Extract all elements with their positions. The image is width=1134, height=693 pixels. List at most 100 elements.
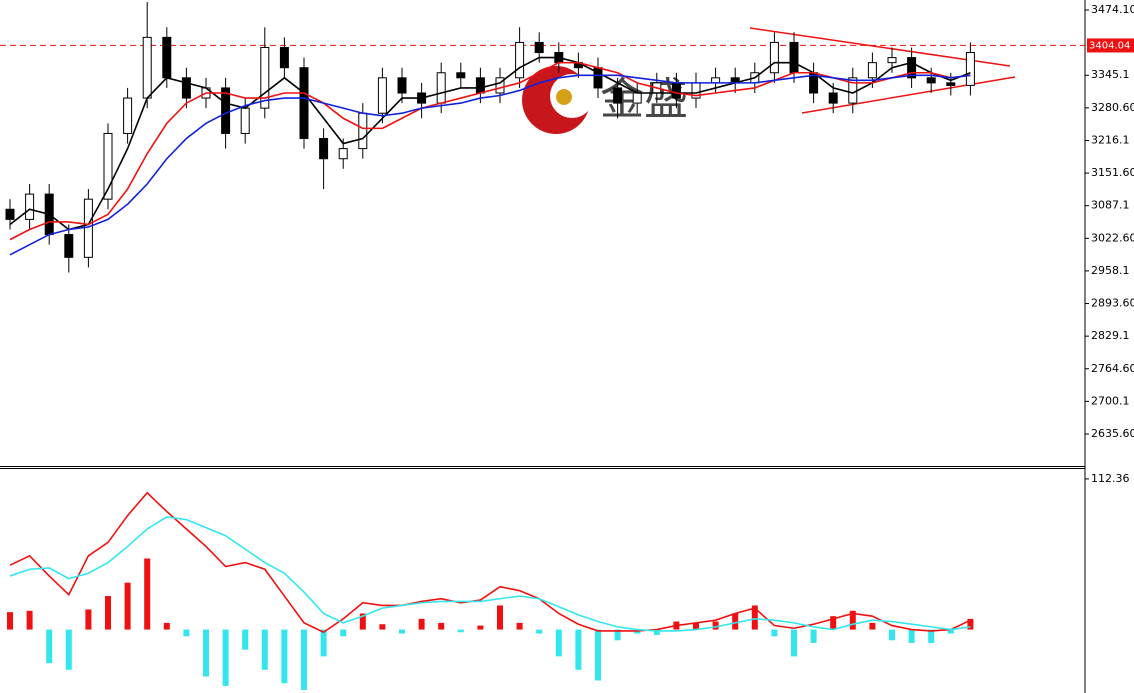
- candle-body: [456, 72, 466, 79]
- candle-body: [142, 36, 152, 99]
- candle-body: [965, 52, 975, 86]
- candle-body: [632, 92, 642, 104]
- y-tick-label: 3087.1: [1091, 199, 1130, 212]
- histogram-bar: [144, 558, 151, 630]
- y-tick-label: 2893.60: [1091, 297, 1134, 310]
- histogram-bar: [261, 629, 268, 670]
- histogram-bar: [536, 629, 543, 634]
- histogram-bar: [967, 618, 974, 630]
- histogram-bar: [928, 629, 935, 643]
- histogram-bar: [26, 610, 33, 630]
- y-tick-label: 2764.60: [1091, 362, 1134, 375]
- candle-body: [946, 82, 956, 86]
- histogram-bar: [320, 629, 327, 657]
- candle-body: [319, 137, 329, 160]
- histogram-bar: [222, 629, 229, 686]
- histogram-bar: [340, 629, 347, 637]
- histogram-bar: [771, 629, 778, 637]
- histogram-bar: [124, 582, 131, 630]
- candle-body: [495, 77, 505, 94]
- line-series: [9, 61, 971, 241]
- histogram-bar: [595, 629, 601, 681]
- line-series: [9, 56, 971, 231]
- candle-body: [299, 67, 309, 139]
- histogram-bar: [947, 629, 954, 634]
- candle-body: [260, 46, 270, 109]
- candle-body: [83, 198, 93, 258]
- candle-body: [162, 36, 172, 79]
- y-tick-label: 2635.60: [1091, 427, 1134, 440]
- histogram-bar: [46, 629, 53, 664]
- histogram-bar: [399, 629, 405, 634]
- histogram-bar: [555, 629, 562, 657]
- trendline: [801, 76, 1016, 114]
- histogram-bar: [7, 612, 13, 630]
- candle-body: [475, 77, 485, 94]
- histogram-bar: [359, 613, 366, 630]
- histogram-bar: [105, 596, 111, 630]
- y-tick-label: 3216.1: [1091, 133, 1130, 146]
- candle-body: [769, 41, 779, 74]
- candle-body: [358, 112, 368, 150]
- histogram-bar: [497, 605, 503, 630]
- line-series: [9, 491, 971, 634]
- candle-body: [926, 77, 936, 84]
- candle-body: [397, 77, 407, 94]
- histogram-bar: [281, 629, 288, 684]
- histogram-bar: [418, 618, 425, 630]
- candle-body: [907, 57, 917, 79]
- histogram-bar: [438, 622, 445, 630]
- y-tick-label: 3474.10: [1091, 3, 1134, 16]
- y-tick-label: 2700.1: [1091, 394, 1130, 407]
- y-tick-label: 3280.60: [1091, 101, 1134, 114]
- histogram-bar: [810, 629, 817, 643]
- candle-body: [123, 97, 133, 134]
- candle-body: [613, 87, 623, 104]
- y-tick-label: 112.36: [1091, 472, 1130, 485]
- candle-body: [515, 41, 525, 79]
- histogram-bar: [614, 629, 621, 641]
- histogram-bar: [889, 629, 895, 641]
- logo-dot: [556, 89, 572, 105]
- histogram-bar: [457, 629, 464, 633]
- histogram-bar: [85, 609, 92, 630]
- candle-body: [338, 148, 348, 160]
- candle-body: [103, 132, 113, 200]
- candle-body: [181, 77, 191, 99]
- candle-body: [789, 41, 799, 74]
- y-tick-label: 2829.1: [1091, 329, 1130, 342]
- histogram-bar: [477, 625, 484, 630]
- candle-body: [828, 92, 838, 104]
- candle-body: [5, 208, 15, 220]
- histogram-bar: [242, 629, 249, 650]
- histogram-bar: [203, 629, 209, 677]
- histogram-bar: [849, 610, 856, 630]
- histogram-bar: [751, 605, 758, 630]
- candle-body: [436, 72, 446, 104]
- logo-circle: [550, 74, 594, 118]
- candle-body: [867, 62, 877, 79]
- candle-body: [671, 82, 681, 99]
- candle-body: [534, 41, 544, 54]
- histogram-bar: [575, 629, 582, 670]
- candle-body: [279, 46, 289, 69]
- y-tick-label: 2958.1: [1091, 264, 1130, 277]
- last-price-box: [1087, 38, 1134, 53]
- candle-body: [64, 234, 74, 258]
- candle-body: [25, 193, 35, 220]
- histogram-bar: [908, 629, 915, 643]
- line-series: [9, 74, 971, 256]
- histogram-bar: [653, 629, 660, 635]
- histogram-bar: [869, 622, 876, 630]
- last-price-label: 3404.04: [1089, 40, 1130, 51]
- histogram-bar: [693, 622, 699, 630]
- candle-body: [240, 107, 250, 134]
- line-series: [9, 516, 971, 632]
- histogram-bar: [379, 624, 386, 630]
- candle-body: [887, 57, 897, 64]
- y-tick-label: 3151.60: [1091, 166, 1134, 179]
- histogram-bar: [732, 613, 739, 630]
- histogram-bar: [830, 616, 837, 630]
